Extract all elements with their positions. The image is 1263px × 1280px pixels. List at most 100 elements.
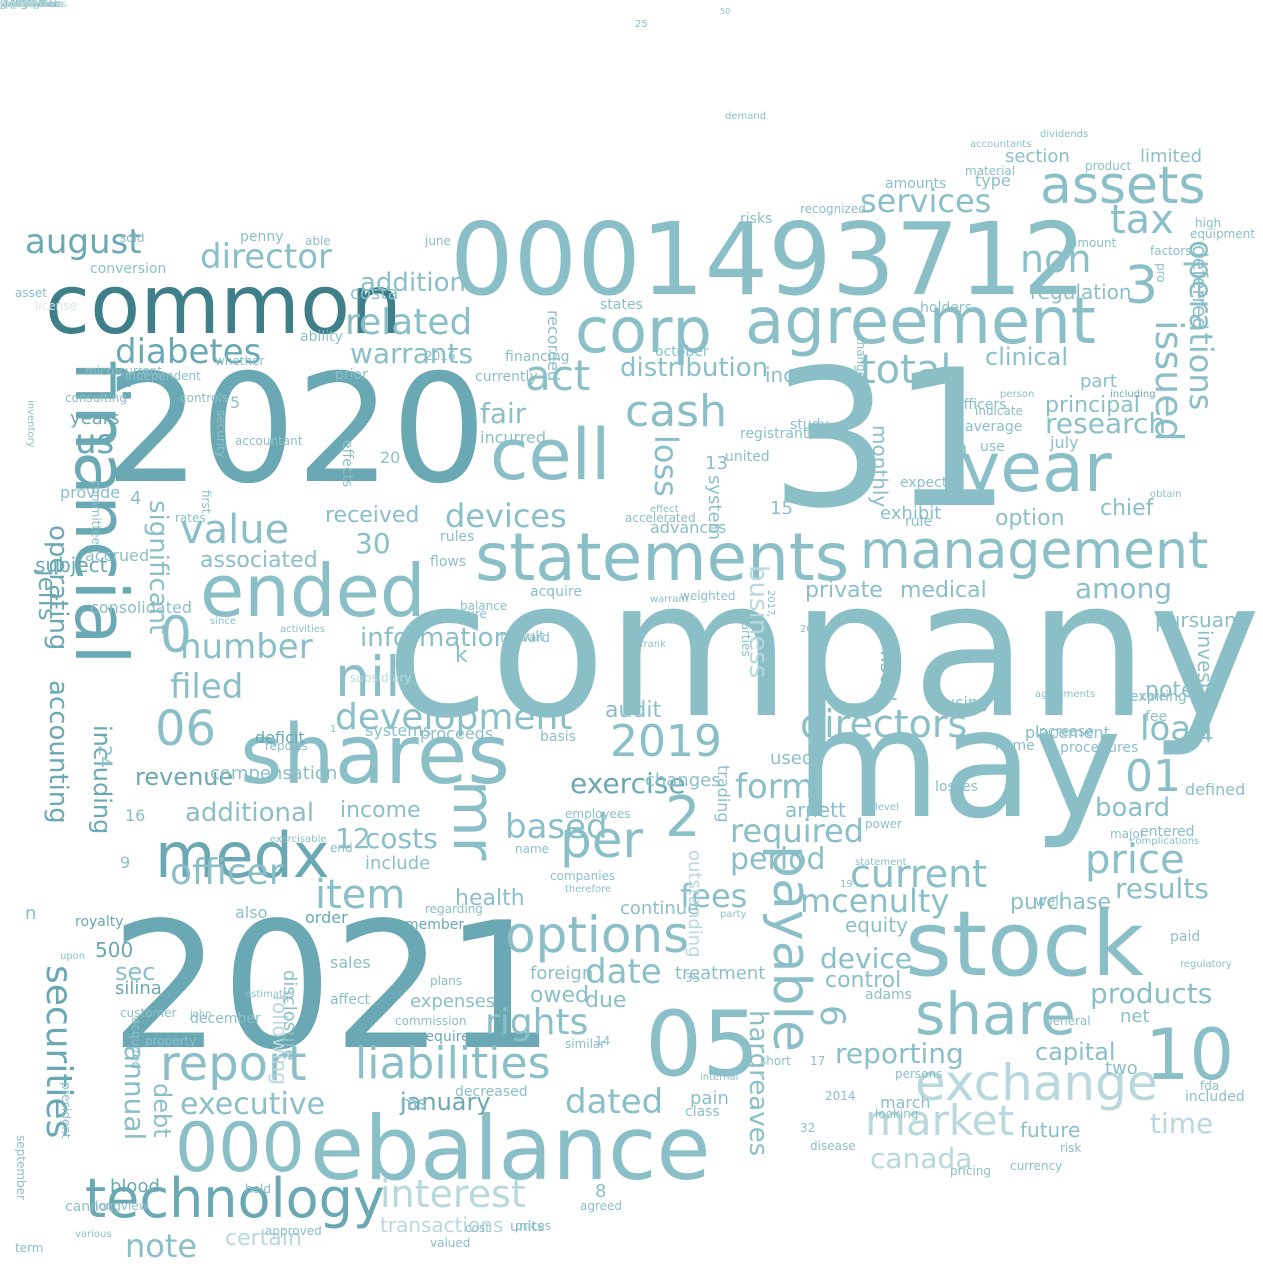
cloud-word: also — [235, 903, 268, 922]
cloud-word: longview — [95, 1199, 149, 1213]
cloud-word: placement — [1025, 723, 1110, 742]
cloud-word: net — [1120, 1006, 1150, 1027]
cloud-word: 2019 — [610, 716, 722, 767]
cloud-word: risks — [740, 211, 773, 227]
cloud-word: june — [425, 234, 451, 248]
cloud-word: march — [880, 1093, 931, 1112]
cloud-word: include — [365, 853, 431, 874]
cloud-word: risk — [1060, 1141, 1082, 1155]
cloud-word: impact — [0, 0, 35, 10]
cloud-word: private — [805, 578, 883, 603]
cloud-word: 0 — [160, 606, 192, 664]
cloud-word: exchange — [915, 1054, 1158, 1112]
cloud-word: associated — [200, 548, 318, 573]
cloud-word: various — [75, 1229, 112, 1240]
cloud-word: acquired — [129, 1017, 143, 1070]
cloud-word: controls — [180, 391, 228, 405]
cloud-word: investment — [1193, 630, 1217, 743]
cloud-word: mcenulty — [800, 882, 950, 920]
cloud-word: adams — [865, 987, 912, 1003]
cloud-word: asset — [15, 286, 47, 300]
cloud-word: debt — [148, 1083, 176, 1138]
cloud-word: 35 — [685, 971, 701, 985]
cloud-word: products — [1090, 977, 1213, 1010]
cloud-word: cost — [465, 1221, 490, 1235]
cloud-word: 24 — [94, 745, 115, 768]
cloud-word: internal — [700, 1072, 739, 1083]
cloud-word: services — [860, 182, 992, 220]
cloud-word: rates — [175, 511, 206, 525]
cloud-word: purchase — [1010, 890, 1111, 915]
cloud-word: adverse — [0, 0, 41, 10]
cloud-word: expected — [900, 475, 965, 491]
cloud-word: related — [345, 302, 473, 343]
cloud-word: frank — [640, 639, 666, 650]
cloud-word: pain — [690, 1088, 729, 1109]
cloud-word: ms — [400, 1093, 427, 1114]
cloud-word: royalty — [75, 914, 124, 930]
cloud-word: conversion — [90, 261, 167, 277]
cloud-word: equipment — [1190, 227, 1255, 241]
cloud-word: item — [315, 872, 406, 918]
cloud-word: term — [15, 1241, 44, 1255]
cloud-word: warrants — [350, 337, 474, 370]
cloud-word: 31 — [770, 329, 1012, 550]
cloud-word: outstanding — [684, 850, 705, 958]
cloud-word: options — [505, 906, 690, 964]
cloud-word: 05 — [645, 992, 760, 1097]
cloud-word: monthly — [868, 425, 892, 508]
cloud-word: regulatory — [1180, 959, 1232, 970]
cloud-word: dated — [565, 1082, 664, 1122]
cloud-word: result — [505, 629, 545, 645]
cloud-word: disclosure — [279, 970, 300, 1061]
cloud-word: restrictions — [0, 0, 56, 10]
cloud-word: accountants — [970, 139, 1032, 150]
cloud-word: 10 — [1145, 1014, 1235, 1096]
cloud-word: requirements — [0, 0, 67, 10]
cloud-word: persons — [895, 1067, 943, 1081]
cloud-word: statement — [855, 857, 907, 868]
cloud-word: inc — [765, 363, 795, 387]
cloud-word: research — [1045, 407, 1167, 440]
cloud-word: assets — [1040, 156, 1206, 216]
cloud-word: 30 — [355, 527, 391, 560]
cloud-word: officer — [170, 852, 284, 893]
cloud-word: average — [965, 419, 1023, 435]
cloud-word: sales — [330, 953, 371, 972]
cloud-word: currently — [475, 369, 538, 385]
cloud-word: 2 — [665, 785, 701, 850]
cloud-word: subject — [35, 553, 108, 577]
cloud-word: study — [790, 417, 829, 433]
cloud-word: deemed — [0, 0, 41, 10]
cloud-word: changes — [645, 770, 721, 791]
cloud-word: 1 — [330, 724, 337, 735]
cloud-word: significant — [143, 500, 173, 635]
cloud-word: 12 — [335, 822, 371, 855]
cloud-word: recorded — [544, 310, 563, 382]
cloud-word: years — [70, 408, 120, 429]
cloud-word: entered — [1140, 824, 1195, 840]
cloud-word: agreement — [745, 285, 1096, 359]
cloud-word: systems — [365, 721, 432, 740]
cloud-word: paid — [1170, 929, 1201, 945]
cloud-word: committee — [89, 480, 103, 545]
cloud-word: designed — [0, 0, 46, 10]
cloud-word: information — [360, 623, 511, 653]
cloud-word: 000 — [175, 1109, 305, 1188]
cloud-word: material — [965, 164, 1016, 178]
cloud-word: corp — [575, 294, 712, 367]
cloud-word: warrant — [650, 594, 689, 605]
cloud-word: market — [865, 1096, 1015, 1145]
cloud-word: date — [585, 952, 662, 992]
cloud-word: pressure — [435, 607, 487, 621]
cloud-word: procedures — [1060, 740, 1139, 756]
cloud-word: may — [795, 678, 1122, 852]
cloud-word: order — [305, 908, 348, 927]
cloud-word: addition — [360, 268, 466, 298]
cloud-word: reported — [0, 0, 44, 10]
cloud-word: use — [980, 439, 1005, 455]
cloud-word: operations — [1182, 240, 1220, 411]
cloud-word: current — [850, 852, 988, 896]
cloud-word: power — [865, 817, 903, 831]
cloud-word: distribution — [620, 353, 769, 383]
